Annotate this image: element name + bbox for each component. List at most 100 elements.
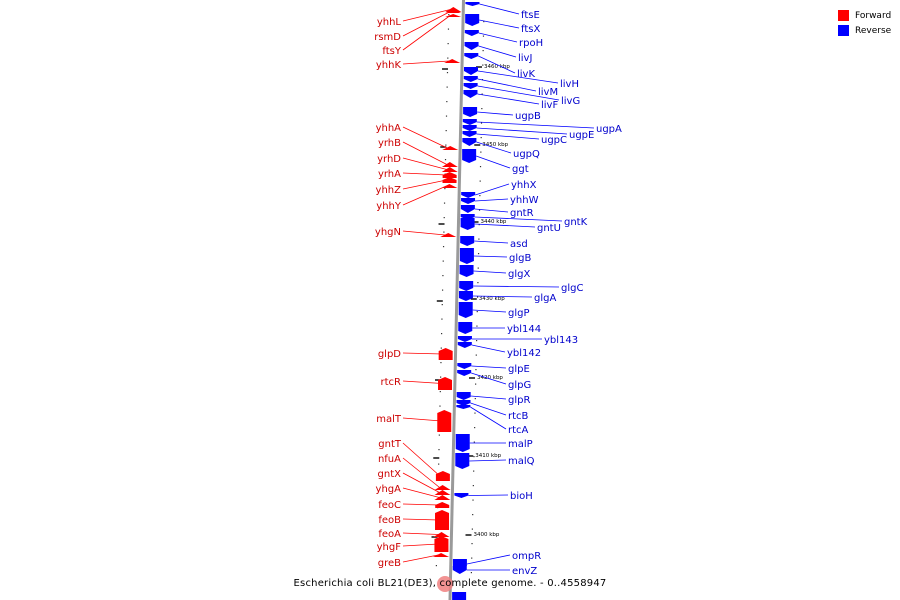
reverse-gene-label: gntU [537, 223, 561, 234]
reverse-gene-label: ftsE [521, 10, 540, 21]
reverse-gene-leader [474, 223, 536, 228]
tick-dot [474, 412, 476, 414]
kbp-marker-label: 3420 kbp [477, 375, 503, 381]
forward-gene-label: feoC [378, 500, 401, 511]
forward-gene-label: yrhB [378, 138, 401, 149]
tick-dot [446, 86, 448, 88]
forward-gene-label: feoA [378, 529, 401, 540]
forward-gene-label: rsmD [374, 32, 401, 43]
forward-gene-feature [437, 410, 452, 432]
reverse-gene-feature [455, 453, 470, 469]
reverse-gene-label: rpoH [519, 38, 543, 49]
tick-dot [473, 441, 475, 443]
chromosome-backbone [448, 0, 465, 600]
forward-gene-feature [442, 177, 457, 183]
reverse-swatch [838, 25, 849, 36]
legend-reverse-label: Reverse [855, 25, 892, 36]
reverse-gene-feature [456, 400, 471, 406]
tick-dot [477, 282, 479, 284]
reverse-gene-label: rtcA [508, 425, 529, 436]
forward-gene-feature [434, 536, 449, 552]
tick-dot [443, 217, 445, 219]
forward-gene-leader [402, 9, 451, 22]
reverse-gene-leader [476, 155, 511, 169]
reverse-gene-label: gntK [564, 217, 588, 228]
forward-gene-leader [402, 157, 447, 170]
legend-forward: Forward [838, 8, 891, 23]
tick-dot [475, 354, 477, 356]
reverse-gene-feature [461, 192, 476, 198]
forward-gene-feature [434, 485, 451, 490]
reverse-gene-label: ugpA [596, 124, 622, 135]
reverse-gene-feature [462, 149, 477, 163]
tick-dot [446, 101, 448, 103]
kbp-marker-label: 3440 kbp [481, 219, 507, 225]
kbp-marker-label: 3430 kbp [479, 296, 505, 302]
reverse-gene-feature [464, 42, 479, 50]
tick-dot [474, 427, 476, 429]
reverse-gene-label: yhhW [510, 195, 539, 206]
kbp-marker-label: 3450 kbp [482, 142, 508, 148]
forward-gene-label: yhhY [376, 201, 402, 212]
reverse-gene-label: glpE [508, 364, 530, 375]
forward-gene-label: yhhZ [376, 185, 402, 196]
forward-gene-feature [438, 377, 453, 390]
reverse-gene-label: glpG [508, 380, 531, 391]
reverse-gene-label: gntR [510, 208, 534, 219]
tick-dot [445, 130, 447, 132]
reverse-gene-leader [476, 141, 512, 154]
legend: Forward Reverse [838, 8, 891, 38]
reverse-gene-leader [477, 85, 560, 101]
reverse-gene-label: malP [508, 439, 533, 450]
reverse-gene-feature [457, 370, 472, 376]
reverse-gene-label: livG [561, 96, 580, 107]
position-indicator [437, 576, 453, 592]
forward-gene-feature [442, 172, 457, 178]
reverse-gene-leader [469, 459, 507, 462]
forward-gene-feature [440, 233, 457, 237]
reverse-gene-feature [465, 14, 480, 26]
reverse-gene-label: livF [541, 100, 558, 111]
tick-dot [473, 470, 475, 472]
reverse-gene-label: ugpE [569, 130, 594, 141]
tick-dot [447, 43, 449, 45]
reverse-gene-leader [477, 111, 514, 116]
reverse-gene-label: ybl142 [507, 348, 541, 359]
reverse-gene-label: ybl144 [507, 324, 541, 335]
reverse-gene-label: malQ [508, 456, 535, 467]
reverse-gene-feature [457, 342, 472, 348]
reverse-gene-label: glpR [508, 395, 530, 406]
tick-dot [476, 296, 479, 298]
forward-gene-leader [402, 15, 451, 51]
forward-gene-leader [402, 179, 447, 190]
reverse-gene-feature [461, 198, 476, 204]
forward-gene-feature [441, 167, 458, 172]
reverse-gene-label: glgP [508, 308, 530, 319]
tick-dot [447, 57, 449, 59]
reverse-gene-feature [463, 107, 478, 117]
tick-dot [440, 347, 442, 349]
forward-gene-feature [433, 532, 450, 537]
reverse-gene-feature [463, 90, 478, 98]
tick-dot [444, 159, 447, 161]
forward-gene-feature [445, 7, 462, 12]
reverse-gene-leader [471, 365, 507, 369]
tick-dot [441, 289, 444, 291]
reverse-gene-label: ftsX [521, 24, 540, 35]
forward-gene-feature [442, 146, 459, 150]
reverse-gene-feature [463, 83, 478, 89]
forward-gene-leader [402, 60, 450, 65]
reverse-gene-leader [466, 554, 511, 565]
reverse-gene-label: envZ [512, 566, 537, 577]
forward-gene-leader [402, 543, 439, 547]
reverse-gene-feature [462, 138, 477, 146]
forward-gene-feature [444, 59, 461, 63]
forward-gene-feature [435, 502, 450, 508]
reverse-gene-feature [458, 302, 473, 318]
tick-dot [446, 72, 449, 74]
reverse-gene-feature [455, 434, 470, 452]
reverse-gene-label: rtcB [508, 411, 529, 422]
reverse-gene-leader [468, 494, 509, 496]
tick-dot [440, 376, 442, 378]
kbp-marker-label: 3410 kbp [475, 453, 501, 459]
